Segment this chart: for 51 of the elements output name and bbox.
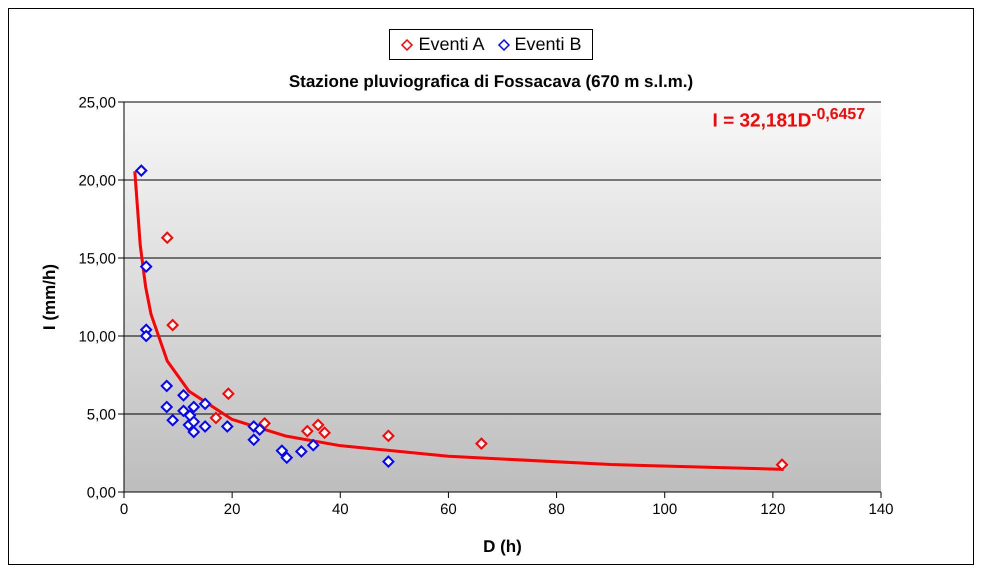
point — [254, 424, 266, 436]
point — [307, 439, 320, 452]
y-tick-label: 20,00 — [78, 172, 116, 190]
y-tick-label: 0,00 — [86, 484, 116, 502]
point — [382, 430, 394, 442]
point — [160, 400, 173, 413]
point — [295, 445, 308, 458]
point — [177, 389, 190, 402]
point — [248, 434, 260, 446]
point — [312, 418, 324, 431]
y-tick-label: 15,00 — [78, 250, 116, 268]
point — [221, 420, 234, 432]
x-tick-label: 80 — [548, 501, 565, 518]
x-tick-label: 20 — [224, 501, 240, 518]
y-tick-label: 5,00 — [86, 406, 116, 424]
point — [188, 426, 200, 438]
x-tick-label: 0 — [120, 501, 128, 518]
point — [776, 458, 788, 471]
point — [210, 412, 222, 424]
y-axis-title: I (mm/h) — [40, 264, 60, 330]
chart-title: Stazione pluviografica di Fossacava (670 m s.l.m.) — [288, 72, 694, 92]
x-tick-label: 100 — [652, 501, 678, 518]
point — [188, 400, 200, 413]
legend-label: Eventi A — [417, 34, 484, 55]
point — [177, 404, 190, 417]
point — [475, 438, 488, 450]
point — [135, 164, 148, 177]
y-tick-label: 25,00 — [78, 94, 116, 112]
point — [140, 260, 152, 273]
point — [382, 456, 394, 468]
point — [199, 420, 212, 432]
point — [301, 425, 314, 438]
x-tick-label: 60 — [440, 501, 457, 518]
point — [166, 319, 179, 332]
point — [276, 444, 288, 457]
point — [222, 388, 234, 400]
y-tick-label: 10,00 — [78, 328, 116, 346]
point — [140, 330, 152, 342]
x-axis-title: D (h) — [483, 537, 522, 556]
legend-label: Eventi B — [514, 34, 582, 55]
point — [188, 416, 200, 428]
point — [318, 426, 331, 439]
point — [160, 380, 173, 392]
x-tick-label: 120 — [760, 501, 786, 518]
point — [166, 414, 179, 426]
x-tick-label: 40 — [332, 501, 349, 518]
point — [161, 232, 174, 244]
point — [280, 452, 293, 464]
annotation: I = 32,181D$^{-0,6457}$ — [712, 106, 865, 132]
x-tick-label: 140 — [868, 501, 894, 518]
point — [199, 398, 212, 410]
